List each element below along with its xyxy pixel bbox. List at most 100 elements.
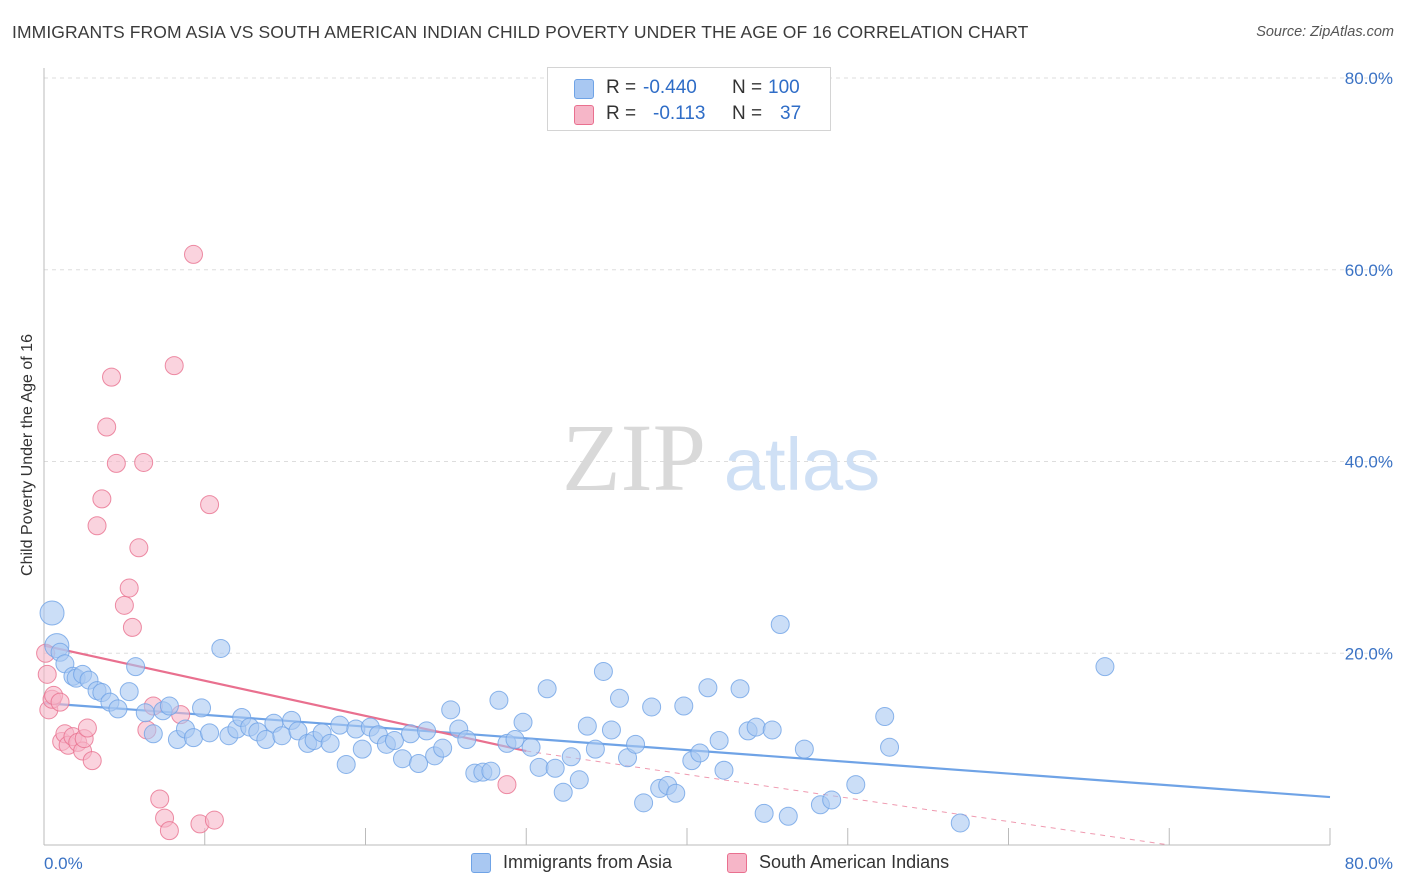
data-point [709, 730, 729, 750]
trend-lines [43, 644, 1331, 846]
data-point [159, 821, 179, 841]
legend-n-label: N = [732, 77, 763, 98]
data-point [950, 813, 970, 833]
data-point [433, 738, 453, 758]
trend-line-extension [526, 750, 1170, 846]
data-point [336, 754, 356, 774]
data-point [204, 810, 224, 830]
x-tick-label: 80.0% [1345, 854, 1393, 873]
data-points [36, 244, 1115, 841]
data-point [762, 720, 782, 740]
data-point [822, 790, 842, 810]
data-point [159, 696, 179, 716]
data-point [642, 697, 662, 717]
data-point [114, 595, 134, 615]
data-point [106, 453, 126, 473]
gridlines [44, 77, 1392, 654]
y-tick-label: 80.0% [1345, 69, 1393, 88]
data-point [537, 679, 557, 699]
data-point [730, 679, 750, 699]
data-point [609, 688, 629, 708]
data-point [82, 751, 102, 771]
data-point [846, 775, 866, 795]
legend-row-asia: R = -0.440 N = 100 [548, 75, 830, 101]
trend-line [43, 702, 1331, 799]
data-point [601, 720, 621, 740]
bottom-legend-asia-label: Immigrants from Asia [503, 852, 673, 872]
data-point [200, 495, 220, 515]
y-axis-label: Child Poverty Under the Age of 16 [19, 334, 36, 576]
data-point [521, 737, 541, 757]
data-point [553, 782, 573, 802]
data-point [497, 775, 517, 795]
data-point [108, 699, 128, 719]
data-point [754, 803, 774, 823]
data-point [441, 700, 461, 720]
data-point [746, 717, 766, 737]
trend-line [43, 644, 527, 753]
data-point [880, 737, 900, 757]
tick-labels: 20.0% 40.0% 60.0% 80.0% 0.0% 80.0% [44, 69, 1393, 873]
x-tick-label: 0.0% [44, 854, 83, 873]
source-label: Source: ZipAtlas.com [1256, 24, 1394, 40]
data-point [505, 730, 525, 750]
data-point [778, 806, 798, 826]
data-point [320, 733, 340, 753]
data-point [164, 356, 184, 376]
data-point [577, 716, 597, 736]
data-point [330, 715, 350, 735]
data-point [150, 789, 170, 809]
data-point [529, 757, 549, 777]
watermark-zip: ZIP [562, 404, 706, 511]
data-point [129, 538, 149, 558]
y-tick-label: 60.0% [1345, 261, 1393, 280]
data-point [1095, 657, 1115, 677]
chart-title: IMMIGRANTS FROM ASIA VS SOUTH AMERICAN I… [12, 22, 1029, 42]
data-point [634, 793, 654, 813]
data-point [714, 760, 734, 780]
data-point [134, 452, 154, 472]
data-point [593, 661, 613, 681]
data-point [457, 730, 477, 750]
data-point [545, 758, 565, 778]
data-point [875, 707, 895, 727]
data-point [183, 244, 203, 264]
south-american-swatch-icon [574, 105, 594, 125]
legend-r-label: R = [606, 103, 637, 124]
y-tick-label: 20.0% [1345, 644, 1393, 663]
data-point [77, 718, 97, 738]
data-point [102, 367, 122, 387]
data-point [122, 617, 142, 637]
legend-n-label: N = [732, 103, 763, 124]
data-point [119, 578, 139, 598]
data-point [569, 770, 589, 790]
data-point [272, 726, 292, 746]
legend-r-value: -0.440 [643, 77, 697, 98]
legend-r-label: R = [606, 77, 637, 98]
data-point [192, 698, 212, 718]
data-point [794, 739, 814, 759]
data-point [211, 638, 231, 658]
data-point [401, 724, 421, 744]
data-point [674, 696, 694, 716]
data-point [626, 734, 646, 754]
data-point [97, 417, 117, 437]
asia-legend-icon [471, 853, 491, 873]
data-point [409, 754, 429, 774]
data-point [256, 730, 276, 750]
correlation-legend: R = -0.440 N = 100 R = -0.113 N = 37 [547, 67, 831, 131]
data-point [392, 749, 412, 769]
data-point [352, 739, 372, 759]
data-point [384, 730, 404, 750]
legend-n-value: 37 [780, 103, 802, 124]
data-point [119, 682, 139, 702]
legend-n-value: 100 [768, 77, 800, 98]
data-point [666, 783, 686, 803]
data-point [585, 739, 605, 759]
south-american-legend-icon [727, 853, 747, 873]
data-point [561, 747, 581, 767]
data-point [698, 678, 718, 698]
data-point [87, 516, 107, 536]
data-point [37, 664, 57, 684]
